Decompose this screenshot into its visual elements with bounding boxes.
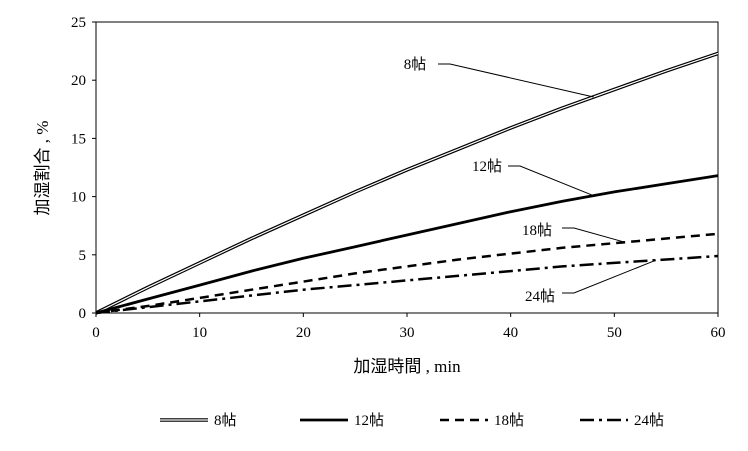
y-tick-label: 25 bbox=[71, 15, 86, 31]
annotation-leader bbox=[438, 63, 594, 98]
legend-item-1: 8帖 bbox=[160, 412, 237, 429]
legend-label: 8帖 bbox=[214, 412, 237, 429]
annotation-leader bbox=[562, 227, 625, 243]
series-layer bbox=[95, 51, 719, 315]
annotation-leader bbox=[562, 259, 656, 294]
legend-item-2: 12帖 bbox=[300, 412, 384, 429]
y-tick-label: 10 bbox=[71, 190, 86, 206]
series-4-line bbox=[95, 254, 719, 315]
annotation-label: 18帖 bbox=[522, 222, 552, 239]
series-2-line bbox=[95, 174, 719, 315]
annotation-label: 8帖 bbox=[404, 56, 427, 73]
x-tick-label: 60 bbox=[711, 325, 726, 341]
y-axis-title: 加湿割合 , % bbox=[33, 121, 52, 216]
annotation-label: 24帖 bbox=[525, 288, 555, 305]
y-tick-label: 15 bbox=[71, 131, 86, 147]
x-tick-label: 30 bbox=[400, 325, 415, 341]
y-tick-label: 5 bbox=[79, 248, 87, 264]
legend: 8帖 12帖 18帖 24帖 bbox=[160, 412, 664, 429]
legend-label: 24帖 bbox=[634, 412, 664, 429]
x-tick-label: 50 bbox=[607, 325, 622, 341]
y-tick-label: 0 bbox=[79, 306, 87, 322]
series-1-line-inner bbox=[95, 52, 719, 314]
x-tick-label: 20 bbox=[296, 325, 311, 341]
x-tick-label: 0 bbox=[92, 325, 100, 341]
x-tick-label: 40 bbox=[503, 325, 518, 341]
legend-item-4: 24帖 bbox=[580, 412, 664, 429]
legend-item-3: 18帖 bbox=[440, 412, 524, 429]
y-tick-label: 20 bbox=[71, 73, 86, 89]
legend-label: 12帖 bbox=[354, 412, 384, 429]
y-axis: 0 5 10 15 20 25 bbox=[71, 15, 96, 322]
annotation-leader bbox=[508, 165, 594, 197]
x-axis: 0 10 20 30 40 50 60 bbox=[92, 313, 726, 341]
annotation-layer: 8帖 12帖 18帖 24帖 bbox=[404, 56, 656, 305]
x-tick-label: 10 bbox=[192, 325, 207, 341]
x-axis-title: 加湿時間 , min bbox=[353, 357, 461, 376]
legend-label: 18帖 bbox=[494, 412, 524, 429]
annotation-label: 12帖 bbox=[472, 158, 502, 175]
